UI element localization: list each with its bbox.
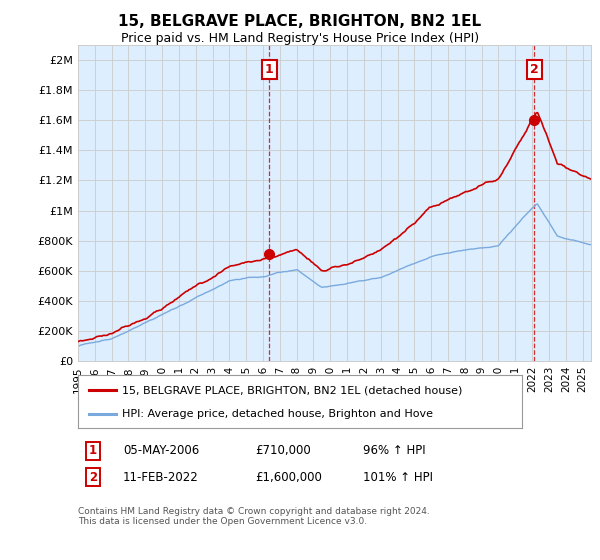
Text: Contains HM Land Registry data © Crown copyright and database right 2024.
This d: Contains HM Land Registry data © Crown c…	[78, 507, 430, 526]
Text: 101% ↑ HPI: 101% ↑ HPI	[363, 470, 433, 484]
Text: 15, BELGRAVE PLACE, BRIGHTON, BN2 1EL: 15, BELGRAVE PLACE, BRIGHTON, BN2 1EL	[118, 14, 482, 29]
Text: 2: 2	[89, 470, 97, 484]
Text: 05-MAY-2006: 05-MAY-2006	[123, 444, 199, 458]
Text: Price paid vs. HM Land Registry's House Price Index (HPI): Price paid vs. HM Land Registry's House …	[121, 32, 479, 45]
Text: £1,600,000: £1,600,000	[255, 470, 322, 484]
Text: £710,000: £710,000	[255, 444, 311, 458]
Text: 15, BELGRAVE PLACE, BRIGHTON, BN2 1EL (detached house): 15, BELGRAVE PLACE, BRIGHTON, BN2 1EL (d…	[122, 385, 463, 395]
Text: 1: 1	[265, 63, 274, 76]
Text: 1: 1	[89, 444, 97, 458]
Text: HPI: Average price, detached house, Brighton and Hove: HPI: Average price, detached house, Brig…	[122, 408, 433, 418]
Text: 2: 2	[530, 63, 539, 76]
Text: 11-FEB-2022: 11-FEB-2022	[123, 470, 199, 484]
Text: 96% ↑ HPI: 96% ↑ HPI	[363, 444, 425, 458]
